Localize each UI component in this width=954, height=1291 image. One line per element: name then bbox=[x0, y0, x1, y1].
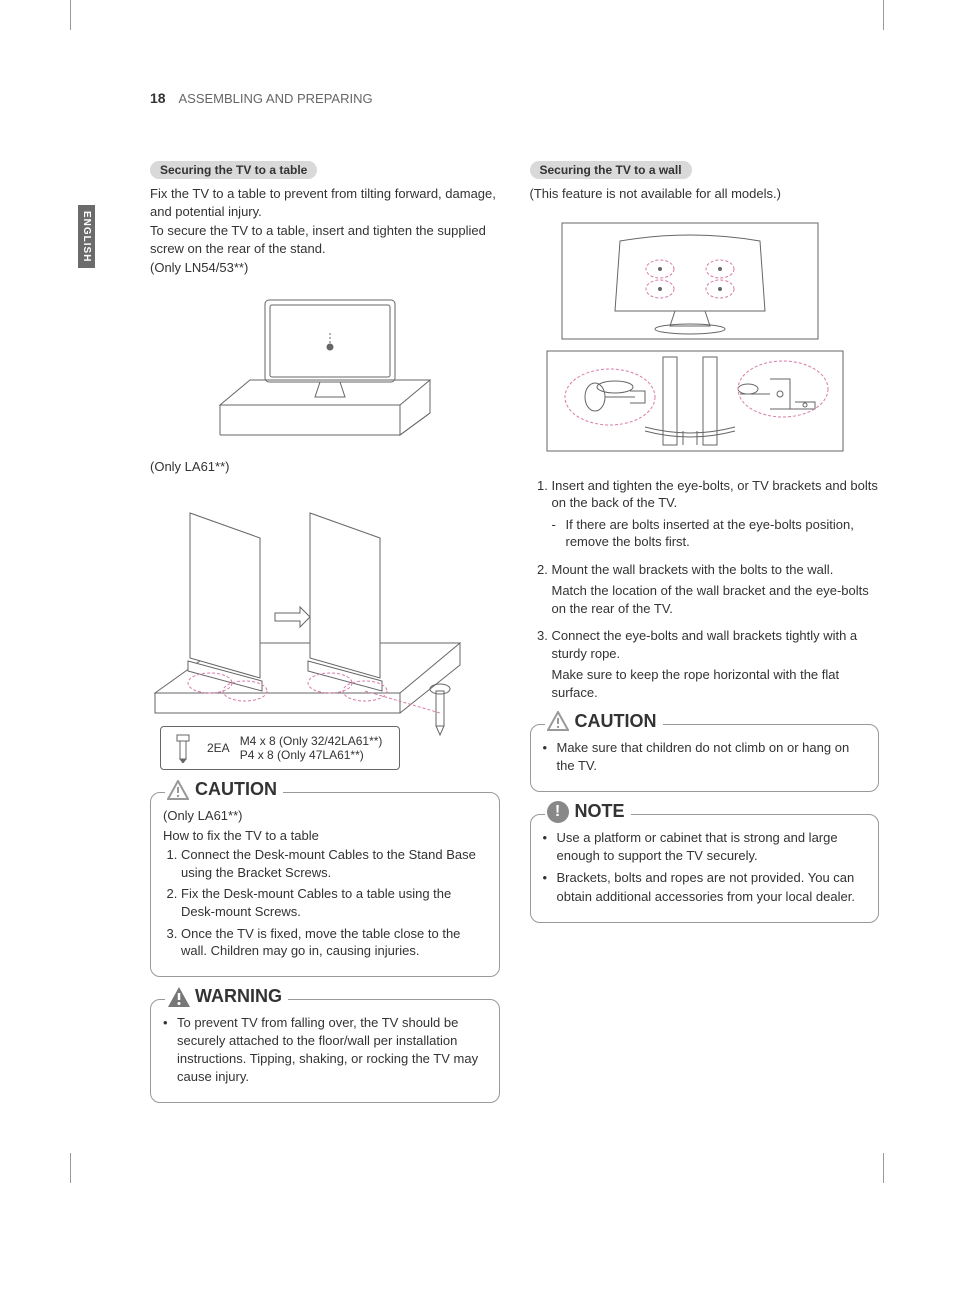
figure-tv-back bbox=[530, 221, 880, 344]
caution-icon bbox=[167, 780, 189, 800]
right-column: Securing the TV to a wall (This feature … bbox=[530, 161, 880, 1113]
wall-step: Mount the wall brackets with the bolts t… bbox=[552, 561, 880, 618]
caution-step: Once the TV is fixed, move the table clo… bbox=[181, 925, 487, 960]
language-tab: ENGLISH bbox=[78, 205, 95, 268]
wall-step: Connect the eye-bolts and wall brackets … bbox=[552, 627, 880, 701]
left-model-2: (Only LA61**) bbox=[150, 458, 500, 476]
figure-brackets: 2EA M4 x 8 (Only 32/42LA61**) P4 x 8 (On… bbox=[150, 483, 500, 770]
figure-wall-brackets bbox=[530, 349, 880, 467]
left-pill: Securing the TV to a table bbox=[150, 161, 317, 179]
warning-list: To prevent TV from falling over, the TV … bbox=[163, 1014, 487, 1087]
caution-step: Fix the Desk-mount Cables to a table usi… bbox=[181, 885, 487, 920]
figure-tv-on-table bbox=[150, 285, 500, 448]
right-pill: Securing the TV to a wall bbox=[530, 161, 692, 179]
warning-box: WARNING To prevent TV from falling over,… bbox=[150, 999, 500, 1104]
caution-title: CAUTION bbox=[195, 779, 277, 800]
page-number: 18 bbox=[150, 90, 166, 106]
page-header: 18 ASSEMBLING AND PREPARING bbox=[150, 90, 879, 106]
right-avail: (This feature is not available for all m… bbox=[530, 185, 880, 203]
wall-steps: Insert and tighten the eye-bolts, or TV … bbox=[530, 477, 880, 702]
caution-box-right: CAUTION Make sure that children do not c… bbox=[530, 724, 880, 792]
left-model-1: (Only LN54/53**) bbox=[150, 259, 500, 277]
screws-spec: 2EA M4 x 8 (Only 32/42LA61**) P4 x 8 (On… bbox=[160, 726, 400, 770]
left-intro-1: Fix the TV to a table to prevent from ti… bbox=[150, 185, 500, 220]
warning-item: To prevent TV from falling over, the TV … bbox=[163, 1014, 487, 1087]
note-icon: ! bbox=[547, 801, 569, 823]
wall-step-extra: Match the location of the wall bracket a… bbox=[552, 582, 880, 617]
note-title: NOTE bbox=[575, 801, 625, 822]
screw-qty: 2EA bbox=[207, 741, 230, 755]
caution-howto: How to fix the TV to a table bbox=[163, 827, 487, 845]
note-box: ! NOTE Use a platform or cabinet that is… bbox=[530, 814, 880, 923]
caution-steps: Connect the Desk-mount Cables to the Sta… bbox=[163, 846, 487, 959]
warning-icon bbox=[167, 986, 189, 1006]
left-column: Securing the TV to a table Fix the TV to… bbox=[150, 161, 500, 1113]
caution-model: (Only LA61**) bbox=[163, 807, 487, 825]
wall-step-extra: Make sure to keep the rope horizontal wi… bbox=[552, 666, 880, 701]
warning-title: WARNING bbox=[195, 986, 282, 1007]
wall-step-sub: If there are bolts inserted at the eye-b… bbox=[552, 516, 880, 551]
caution-icon bbox=[547, 711, 569, 731]
caution-step: Connect the Desk-mount Cables to the Sta… bbox=[181, 846, 487, 881]
screw-line1: M4 x 8 (Only 32/42LA61**) bbox=[240, 734, 383, 748]
wall-step: Insert and tighten the eye-bolts, or TV … bbox=[552, 477, 880, 551]
caution-title: CAUTION bbox=[575, 711, 657, 732]
left-intro-2: To secure the TV to a table, insert and … bbox=[150, 222, 500, 257]
note-item: Brackets, bolts and ropes are not provid… bbox=[543, 869, 867, 905]
screw-line2: P4 x 8 (Only 47LA61**) bbox=[240, 748, 383, 762]
note-item: Use a platform or cabinet that is strong… bbox=[543, 829, 867, 865]
caution-box-left: CAUTION (Only LA61**) How to fix the TV … bbox=[150, 792, 500, 976]
caution-item: Make sure that children do not climb on … bbox=[543, 739, 867, 775]
section-title: ASSEMBLING AND PREPARING bbox=[178, 91, 372, 106]
